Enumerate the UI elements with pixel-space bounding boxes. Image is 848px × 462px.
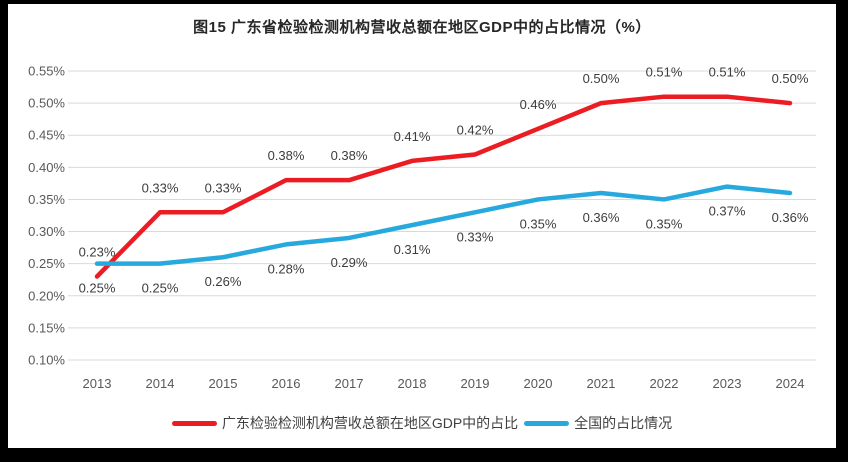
- data-label: 0.36%: [583, 210, 620, 225]
- data-label: 0.37%: [709, 204, 746, 219]
- data-label: 0.29%: [331, 255, 368, 270]
- x-tick-label: 2014: [146, 376, 175, 391]
- y-tick-label: 0.25%: [28, 256, 65, 271]
- data-label: 0.33%: [142, 180, 179, 195]
- data-label: 0.35%: [646, 216, 683, 231]
- data-label: 0.46%: [520, 97, 557, 112]
- x-tick-label: 2023: [713, 376, 742, 391]
- legend-marker-national: [524, 420, 570, 426]
- x-tick-label: 2020: [524, 376, 553, 391]
- chart-canvas: 0.55% 0.50% 0.45% 0.40% 0.35% 0.30% 0.25% 0.20%…: [28, 64, 816, 391]
- data-label: 0.25%: [142, 281, 179, 296]
- x-tick-label: 2016: [272, 376, 301, 391]
- x-tick-label: 2019: [461, 376, 490, 391]
- y-tick-label: 0.55%: [28, 64, 65, 79]
- x-tick-label: 2024: [776, 376, 805, 391]
- data-label: 0.35%: [520, 216, 557, 231]
- data-label: 0.33%: [457, 229, 494, 244]
- x-tick-label: 2017: [335, 376, 364, 391]
- data-label: 0.50%: [583, 71, 620, 86]
- y-tick-label: 0.40%: [28, 160, 65, 175]
- x-tick-label: 2022: [650, 376, 679, 391]
- x-tick-label: 2021: [587, 376, 616, 391]
- data-label: 0.51%: [709, 65, 746, 80]
- legend-item-national: 全国的占比情况: [524, 413, 672, 433]
- series-line-guangdong: [94, 94, 793, 279]
- data-label: 0.23%: [79, 245, 116, 260]
- data-label: 0.28%: [268, 261, 305, 276]
- legend-item-guangdong: 广东检验检测机构营收总额在地区GDP中的占比: [171, 413, 519, 433]
- data-label: 0.38%: [331, 148, 368, 163]
- data-label: 0.42%: [457, 122, 494, 137]
- data-label: 0.36%: [772, 210, 809, 225]
- y-tick-label: 0.10%: [28, 353, 65, 368]
- chart-plot-background: 图15 广东省检验检测机构营收总额在地区GDP中的占比情况（%） 0.55% 0.…: [8, 4, 836, 448]
- legend-marker-guangdong: [171, 420, 217, 426]
- y-tick-label: 0.50%: [28, 96, 65, 111]
- y-tick-label: 0.35%: [28, 192, 65, 207]
- data-label: 0.31%: [394, 242, 431, 257]
- data-label: 0.25%: [79, 281, 116, 296]
- data-label: 0.50%: [772, 71, 809, 86]
- y-tick-label: 0.30%: [28, 224, 65, 239]
- legend: 广东检验检测机构营收总额在地区GDP中的占比 全国的占比情况: [8, 412, 836, 434]
- data-label: 0.26%: [205, 274, 242, 289]
- series-line-national: [94, 184, 793, 266]
- y-tick-label: 0.45%: [28, 128, 65, 143]
- data-label: 0.41%: [394, 129, 431, 144]
- x-tick-label: 2013: [83, 376, 112, 391]
- legend-label-guangdong: 广东检验检测机构营收总额在地区GDP中的占比: [221, 415, 519, 431]
- data-label: 0.51%: [646, 65, 683, 80]
- y-tick-label: 0.20%: [28, 288, 65, 303]
- data-label: 0.33%: [205, 180, 242, 195]
- x-tick-label: 2018: [398, 376, 427, 391]
- x-tick-label: 2015: [209, 376, 238, 391]
- legend-label-national: 全国的占比情况: [574, 415, 673, 431]
- data-label: 0.38%: [268, 148, 305, 163]
- chart-title: 图15 广东省检验检测机构营收总额在地区GDP中的占比情况（%）: [193, 19, 651, 36]
- y-tick-label: 0.15%: [28, 320, 65, 335]
